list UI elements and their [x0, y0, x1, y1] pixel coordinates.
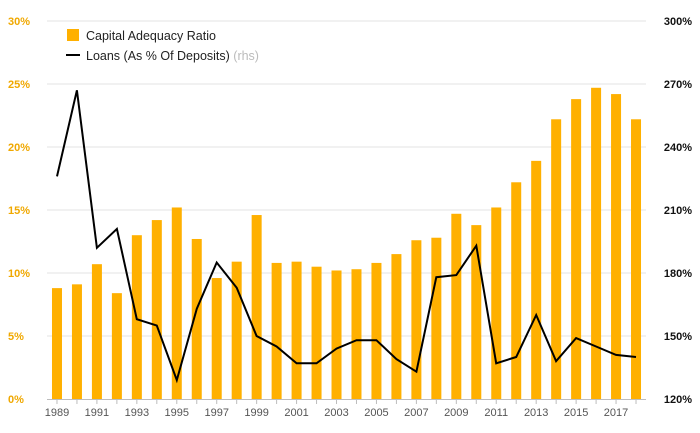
y-right-tick-label: 240% [664, 142, 692, 154]
y-left-tick-label: 15% [8, 205, 30, 217]
x-tick-label: 2005 [364, 407, 388, 419]
bar-capital-adequacy [271, 262, 282, 399]
bar-capital-adequacy [591, 87, 602, 399]
bar-capital-adequacy [411, 240, 422, 399]
legend-swatch-capital-adequacy [67, 29, 79, 41]
x-tick-label: 2011 [484, 407, 508, 419]
bar-capital-adequacy [51, 288, 62, 399]
bar-capital-adequacy [111, 293, 122, 399]
legend-loans-name: Loans (As % Of Deposits) [86, 49, 233, 63]
x-tick-label: 1989 [45, 407, 69, 419]
bar-capital-adequacy [331, 270, 342, 399]
legend-label-loans: Loans (As % Of Deposits) (rhs) [86, 49, 259, 63]
x-tick-label: 2001 [284, 407, 308, 419]
y-right-tick-label: 150% [664, 331, 692, 343]
y-left-tick-label: 5% [8, 331, 24, 343]
x-tick-label: 1999 [244, 407, 268, 419]
bar-capital-adequacy [251, 215, 262, 399]
x-tick-label: 2007 [404, 407, 428, 419]
bar-capital-adequacy [391, 254, 402, 399]
y-right-tick-label: 300% [664, 16, 692, 28]
bar-capital-adequacy [151, 220, 162, 399]
bar-capital-adequacy [71, 284, 82, 399]
y-left-tick-label: 25% [8, 79, 30, 91]
y-left-tick-label: 30% [8, 16, 30, 28]
y-right-tick-label: 270% [664, 79, 692, 91]
bar-capital-adequacy [171, 207, 182, 399]
bar-capital-adequacy [91, 264, 102, 399]
x-tick-label: 2003 [324, 407, 348, 419]
bar-capital-adequacy [291, 261, 302, 399]
bar-capital-adequacy [491, 207, 502, 399]
y-left-tick-label: 10% [8, 268, 30, 280]
bar-capital-adequacy [551, 119, 562, 399]
bar-capital-adequacy [611, 94, 622, 399]
x-tick-label: 1997 [204, 407, 228, 419]
x-tick-label: 1991 [85, 407, 109, 419]
bar-capital-adequacy [471, 225, 482, 399]
y-right-tick-label: 180% [664, 268, 692, 280]
y-left-tick-label: 20% [8, 142, 30, 154]
x-tick-label: 2017 [604, 407, 628, 419]
bar-capital-adequacy [431, 237, 442, 399]
x-tick-label: 2013 [524, 407, 548, 419]
x-tick-label: 1993 [125, 407, 149, 419]
bar-capital-adequacy [231, 261, 242, 399]
y-left-tick-label: 0% [8, 394, 24, 406]
legend-loans-rhs-suffix: (rhs) [233, 49, 259, 63]
bar-capital-adequacy [451, 213, 462, 399]
x-tick-label: 2015 [564, 407, 588, 419]
x-tick-label: 1995 [165, 407, 189, 419]
line-loans-to-deposits [56, 90, 637, 384]
bar-capital-adequacy [211, 278, 222, 399]
bar-capital-adequacy [511, 182, 522, 399]
bar-capital-adequacy [191, 238, 202, 399]
bar-capital-adequacy [631, 119, 642, 399]
bar-capital-adequacy [571, 99, 582, 400]
bar-capital-adequacy [531, 160, 542, 399]
bar-capital-adequacy [371, 262, 382, 399]
y-right-tick-label: 210% [664, 205, 692, 217]
legend-label-capital-adequacy: Capital Adequacy Ratio [86, 29, 216, 43]
bar-capital-adequacy [351, 269, 362, 399]
y-right-tick-label: 120% [664, 394, 692, 406]
x-tick-label: 2009 [444, 407, 468, 419]
bar-capital-adequacy [311, 266, 322, 399]
